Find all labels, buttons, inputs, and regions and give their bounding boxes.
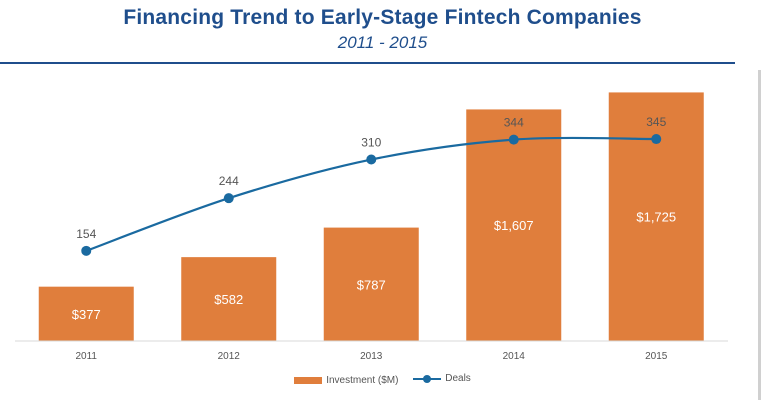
legend-item-deals: Deals xyxy=(413,373,471,384)
legend-label-deals: Deals xyxy=(445,373,471,384)
bar-2014 xyxy=(466,109,562,341)
deals-point-2012 xyxy=(223,193,234,204)
bar-2013 xyxy=(323,227,419,341)
x-tick-label: 2015 xyxy=(645,351,668,362)
x-tick-label: 2013 xyxy=(360,351,383,362)
x-tick-label: 2012 xyxy=(218,351,241,362)
deals-value-label: 310 xyxy=(361,136,381,150)
deals-value-label: 345 xyxy=(646,115,666,129)
legend-item-investment: Investment ($M) xyxy=(294,375,398,386)
legend-line-swatch xyxy=(413,374,442,384)
title-divider xyxy=(0,62,735,64)
panel-edge xyxy=(758,70,761,400)
bar-value-label: $582 xyxy=(214,292,243,307)
chart-subtitle: 2011 - 2015 xyxy=(337,33,428,52)
deals-point-2013 xyxy=(366,154,377,165)
bar-value-label: $1,725 xyxy=(636,210,676,225)
bar-value-label: $377 xyxy=(72,307,101,322)
deals-value-label: 244 xyxy=(219,174,239,188)
deals-point-2015 xyxy=(651,134,662,145)
legend: Investment ($M) Deals xyxy=(0,373,765,387)
x-tick-label: 2011 xyxy=(75,351,97,362)
chart-title: Financing Trend to Early-Stage Fintech C… xyxy=(123,6,642,29)
bar-2015 xyxy=(608,92,704,341)
deals-point-2014 xyxy=(508,134,519,145)
legend-label-investment: Investment ($M) xyxy=(326,374,399,386)
deals-value-label: 344 xyxy=(504,116,524,130)
bar-2012 xyxy=(181,257,277,341)
deals-point-2011 xyxy=(81,245,92,256)
legend-bar-swatch xyxy=(294,376,323,384)
x-tick-label: 2014 xyxy=(503,351,526,362)
bar-2011 xyxy=(38,286,134,341)
bar-value-label: $1,607 xyxy=(494,218,534,233)
deals-value-label: 154 xyxy=(76,227,96,241)
bar-value-label: $787 xyxy=(357,277,386,292)
